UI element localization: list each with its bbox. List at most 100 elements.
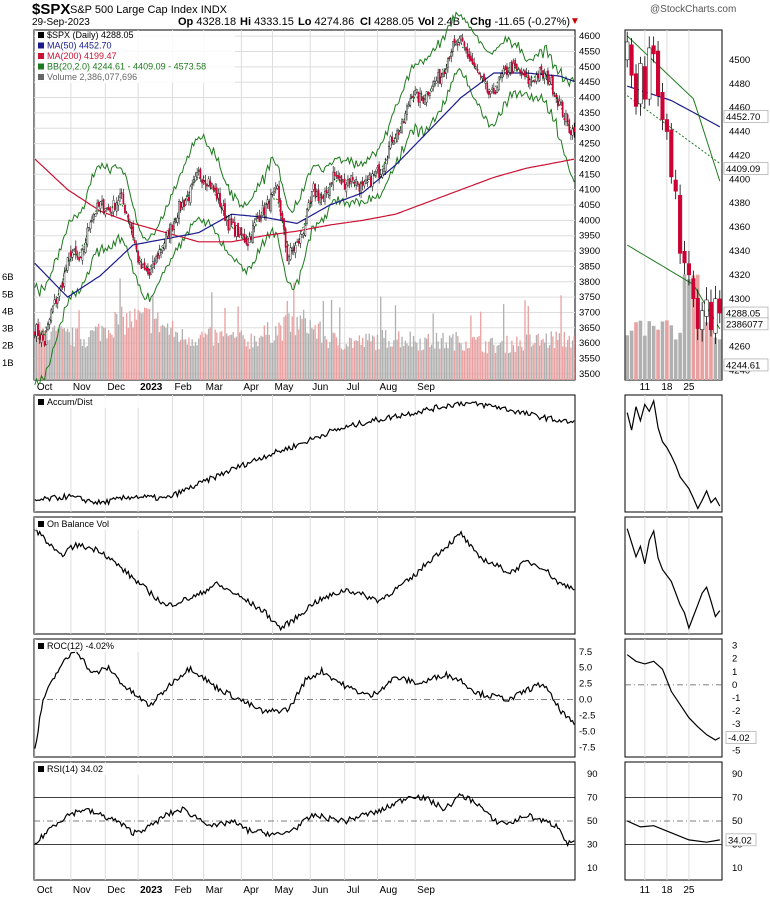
month-label-price: Dec bbox=[107, 382, 125, 393]
candle-body bbox=[352, 177, 354, 181]
candle-body bbox=[219, 192, 221, 207]
candle-body bbox=[127, 214, 130, 220]
volume-bar bbox=[145, 308, 147, 380]
volume-bar bbox=[376, 334, 379, 380]
volume-bar bbox=[388, 341, 390, 380]
volume-bar bbox=[325, 339, 328, 380]
zoom-value-label: 4288.05 bbox=[726, 309, 760, 320]
volume-bar bbox=[98, 323, 100, 380]
zoom-roc-tick-label: 2 bbox=[732, 654, 737, 665]
volume-bar bbox=[512, 345, 515, 380]
candle-body bbox=[532, 80, 535, 83]
volume-bar bbox=[470, 315, 472, 380]
candle-body bbox=[496, 87, 498, 93]
candle-body bbox=[317, 189, 320, 202]
volume-bar bbox=[368, 333, 370, 380]
zoom-roc-tick-label: 3 bbox=[732, 641, 737, 652]
volume-bar bbox=[283, 316, 285, 380]
volume-bar bbox=[207, 328, 210, 380]
volume-bar bbox=[162, 324, 164, 380]
volume-bar bbox=[558, 333, 561, 380]
volume-bar bbox=[324, 335, 326, 380]
volume-bar bbox=[55, 330, 57, 380]
zoom-accum-dist-line bbox=[626, 398, 721, 510]
volume-bar bbox=[524, 300, 526, 380]
candle-body bbox=[350, 175, 353, 182]
rsi-line bbox=[34, 792, 575, 848]
volume-bar bbox=[37, 336, 39, 380]
volume-bar bbox=[150, 333, 152, 380]
volume-bar bbox=[396, 339, 398, 380]
candle-body bbox=[125, 212, 128, 214]
volume-bar bbox=[568, 335, 570, 380]
candle-body bbox=[433, 81, 436, 84]
volume-bar bbox=[298, 329, 300, 380]
candle-body bbox=[520, 71, 523, 76]
zoom-volume-bar bbox=[704, 322, 709, 380]
zoom-volume-bar bbox=[647, 321, 652, 380]
candle-body bbox=[258, 215, 261, 222]
candle-body bbox=[56, 297, 59, 304]
candle-body bbox=[525, 73, 528, 75]
month-label-price: Jul bbox=[347, 382, 360, 393]
volume-tick-label: 4B bbox=[2, 306, 14, 317]
volume-bar bbox=[124, 334, 126, 380]
change-down-arrow-icon: ▼ bbox=[570, 16, 580, 27]
candle-body bbox=[552, 75, 554, 95]
candle-body bbox=[530, 81, 533, 83]
zoom-price-tick-label: 4420 bbox=[729, 150, 750, 161]
zoom-volume-bar bbox=[625, 335, 630, 380]
volume-bar bbox=[440, 338, 443, 380]
volume-bar bbox=[553, 348, 556, 380]
volume-bar bbox=[437, 341, 439, 380]
roc-line bbox=[34, 647, 575, 749]
volume-bar bbox=[539, 345, 541, 380]
month-label-price: Aug bbox=[379, 382, 397, 393]
candle-body bbox=[261, 205, 264, 217]
volume-bar bbox=[188, 337, 190, 380]
candle-body bbox=[553, 95, 556, 97]
month-label-price: Nov bbox=[73, 382, 91, 393]
volume-bar bbox=[444, 348, 446, 380]
candle-body bbox=[366, 180, 369, 183]
rsi-tick-label: 10 bbox=[587, 863, 598, 874]
zoom-price-tick-label: 4340 bbox=[729, 246, 750, 257]
price-tick-label: 4150 bbox=[579, 169, 600, 180]
candle-body bbox=[432, 81, 435, 87]
open-quote: Op 4328.18 bbox=[178, 16, 236, 28]
candle-body bbox=[301, 234, 303, 238]
volume-bar bbox=[173, 336, 175, 380]
volume-bar bbox=[399, 347, 402, 380]
volume-bar bbox=[140, 313, 143, 380]
volume-bar bbox=[407, 345, 410, 380]
candle-body bbox=[129, 221, 131, 223]
volume-bar bbox=[170, 327, 172, 380]
candle-body bbox=[58, 288, 61, 297]
candle-body bbox=[527, 75, 530, 85]
month-label-price: 2023 bbox=[140, 382, 163, 393]
month-label-bottom: Feb bbox=[175, 885, 193, 896]
volume-bar bbox=[80, 339, 82, 380]
volume-bar bbox=[409, 331, 411, 380]
rsi-tick-label: 50 bbox=[587, 816, 598, 827]
candle-body bbox=[296, 241, 298, 243]
candle-body bbox=[468, 53, 471, 60]
candle-body bbox=[445, 68, 448, 74]
price-tick-label: 3950 bbox=[579, 231, 600, 242]
candle-body bbox=[233, 222, 236, 237]
volume-bar bbox=[260, 335, 262, 380]
volume-bar bbox=[196, 345, 198, 380]
volume-bar bbox=[132, 327, 134, 380]
volume-bar bbox=[514, 351, 516, 380]
candle-body bbox=[391, 136, 394, 142]
candle-body bbox=[297, 240, 300, 244]
candle-body bbox=[311, 190, 313, 202]
instrument-name: S&P 500 Large Cap Index INDX bbox=[70, 4, 227, 16]
candle-body bbox=[338, 176, 341, 178]
volume-bar bbox=[211, 292, 213, 380]
volume-bar bbox=[278, 322, 280, 380]
candle-body bbox=[165, 234, 167, 247]
volume-bar bbox=[544, 342, 546, 380]
candle-body bbox=[537, 73, 539, 79]
volume-bar bbox=[65, 331, 67, 380]
